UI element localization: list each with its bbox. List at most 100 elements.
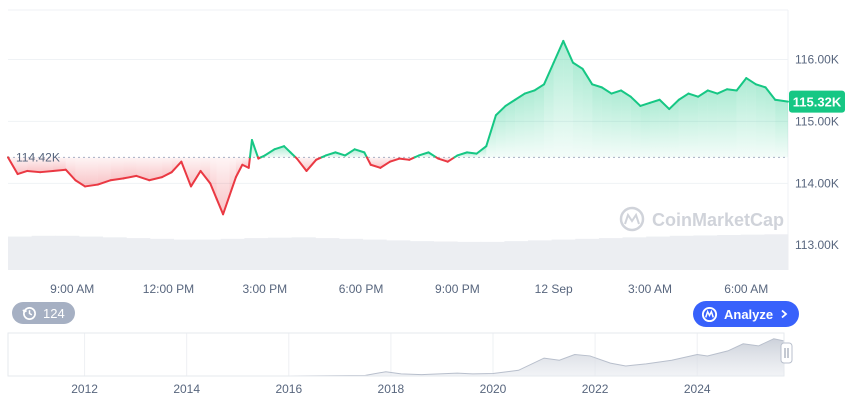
- price-segment: [629, 95, 642, 107]
- x-tick-label: 12 Sep: [535, 282, 573, 296]
- history-count: 124: [43, 305, 65, 321]
- volume-bar: [504, 241, 529, 270]
- price-segment: [639, 101, 651, 107]
- price-segment: [228, 176, 237, 197]
- price-segment: [241, 163, 250, 169]
- price-segment: [668, 98, 680, 111]
- navigator-tick-label: 2014: [173, 382, 200, 396]
- price-segment: [600, 86, 613, 95]
- navigator-tick-label: 2022: [582, 382, 609, 396]
- volume-bar: [291, 237, 316, 270]
- price-segment: [180, 160, 192, 188]
- navigator-handle[interactable]: [780, 342, 793, 364]
- volume-bar: [551, 239, 576, 270]
- volume-bar: [78, 236, 104, 270]
- volume-bar: [433, 241, 458, 270]
- volume-bar: [197, 239, 222, 270]
- navigator-axis: 2012 2014 2016 2018 2020 2022 2024: [71, 382, 711, 396]
- price-segment: [581, 67, 594, 86]
- price-segment: [571, 61, 584, 70]
- price-segment: [658, 98, 671, 111]
- price-segment: [215, 197, 225, 216]
- price-segment: [289, 151, 297, 159]
- volume-bar: [173, 239, 198, 270]
- price-segment: [494, 104, 507, 117]
- price-segment: [735, 77, 748, 92]
- y-tick-label: 115.00K: [795, 114, 839, 128]
- volume-bar: [693, 235, 718, 270]
- price-segment: [247, 156, 251, 169]
- price-segment: [591, 83, 603, 89]
- price-segment: [745, 77, 757, 86]
- price-segment: [369, 163, 382, 169]
- price-segment: [250, 139, 259, 159]
- price-segment: [199, 169, 212, 185]
- history-badge[interactable]: 124: [12, 302, 75, 324]
- price-segment: [353, 148, 366, 154]
- price-segment: [248, 139, 253, 159]
- volume-bar: [244, 238, 269, 270]
- price-segment: [437, 157, 449, 163]
- price-segment: [562, 39, 574, 64]
- volume-bar: [315, 238, 340, 270]
- analyze-button[interactable]: Analyze: [693, 301, 800, 327]
- price-segment: [754, 83, 767, 89]
- y-tick-label: 113.00K: [795, 238, 839, 252]
- volume-bar: [149, 238, 174, 270]
- price-segment: [475, 145, 488, 155]
- price-segment: [620, 89, 632, 98]
- price-segment: [774, 98, 789, 103]
- x-tick-label: 9:00 PM: [435, 282, 480, 296]
- price-segment: [39, 169, 54, 174]
- price-segment: [64, 168, 77, 182]
- x-tick-label: 12:00 PM: [143, 282, 194, 296]
- range-navigator[interactable]: 2012 2014 2016 2018 2020 2022 2024: [7, 332, 793, 396]
- price-segment: [315, 156, 323, 161]
- volume-bar: [409, 241, 434, 270]
- volume-bar: [717, 235, 742, 270]
- volume-bar: [362, 239, 387, 270]
- price-segment: [533, 83, 546, 92]
- price-segment: [687, 92, 700, 98]
- price-segment: [456, 151, 469, 157]
- volume-bar: [220, 238, 245, 270]
- price-segment: [697, 89, 709, 98]
- navigator-tick-label: 2012: [71, 382, 98, 396]
- navigator-tick-label: 2020: [480, 382, 507, 396]
- price-segment: [446, 156, 456, 163]
- volume-bar: [646, 236, 671, 270]
- price-segment: [552, 39, 565, 64]
- current-price-badge: 115.32K: [789, 90, 845, 113]
- x-axis: 9:00 AM 12:00 PM 3:00 PM 6:00 PM 9:00 PM 12 S…: [50, 282, 768, 296]
- y-tick-label: 114.00K: [795, 176, 839, 190]
- price-segment: [283, 145, 292, 154]
- x-tick-label: 9:00 AM: [50, 282, 94, 296]
- price-segment: [514, 92, 526, 101]
- price-segment: [96, 179, 112, 186]
- volume-bar: [268, 237, 293, 270]
- price-segment: [648, 98, 661, 104]
- price-segment: [170, 160, 183, 174]
- price-segment: [398, 157, 411, 161]
- price-segment: [109, 177, 125, 182]
- analyze-label: Analyze: [724, 306, 774, 322]
- volume-bar: [598, 238, 624, 270]
- price-segment: [504, 98, 517, 107]
- volume-bar: [31, 235, 56, 270]
- price-segment: [209, 182, 218, 200]
- price-segment: [716, 88, 729, 95]
- price-segment: [189, 169, 202, 188]
- x-tick-label: 3:00 AM: [628, 282, 672, 296]
- coinmarketcap-logo-icon: [701, 306, 718, 322]
- volume-bar: [740, 234, 765, 270]
- volume-bar: [457, 241, 482, 270]
- price-segment: [388, 157, 401, 163]
- volume-bar: [102, 237, 127, 270]
- price-segment: [379, 160, 391, 169]
- price-segment: [135, 174, 151, 182]
- history-clock-icon: [22, 306, 36, 320]
- price-segment: [263, 148, 276, 157]
- coinmarketcap-logo-icon: [619, 206, 645, 232]
